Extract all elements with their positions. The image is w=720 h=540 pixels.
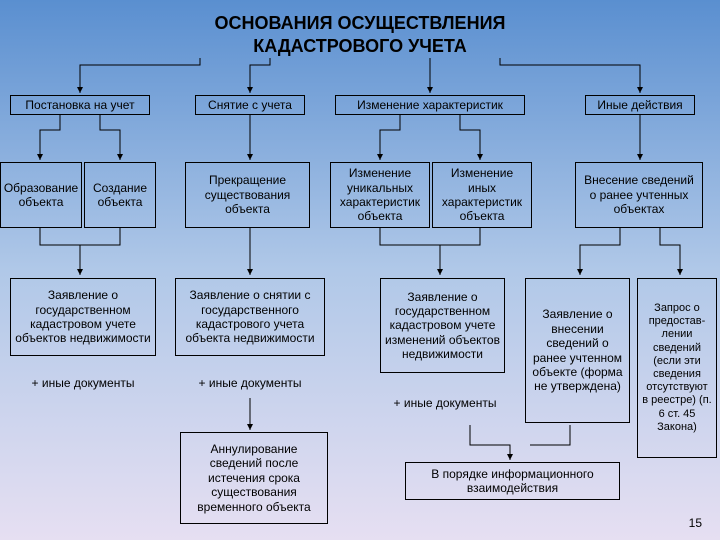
- connector-arrows: [0, 0, 720, 540]
- node-inye: Иные действия: [585, 95, 695, 115]
- node-vnesenie: Внесение сведений о ранее учтенных объек…: [575, 162, 703, 228]
- node-annulirovanie: Аннулирование сведений после истечения с…: [180, 432, 328, 524]
- node-sozdanie: Создание объекта: [84, 162, 156, 228]
- node-zayav-4: Заявление о внесении сведений о ранее уч…: [525, 278, 630, 423]
- text-inye-doc-1: + иные документы: [18, 376, 148, 390]
- node-izm-unik: Изменение уникальных характеристик объек…: [330, 162, 430, 228]
- node-postanovka: Постановка на учет: [10, 95, 150, 115]
- text-inye-doc-2: + иные документы: [185, 376, 315, 390]
- page-number: 15: [689, 516, 702, 530]
- node-izm-inyh: Изменение иных характеристик объекта: [432, 162, 532, 228]
- node-snyatie: Снятие с учета: [195, 95, 305, 115]
- node-zayav-2: Заявление о снятии с государственного ка…: [175, 278, 325, 356]
- text-inye-doc-3: + иные документы: [385, 396, 505, 410]
- node-izmenenie: Изменение характеристик: [335, 95, 525, 115]
- node-zapros: Запрос о предостав­лении сведений (если …: [637, 278, 717, 458]
- node-zayav-3: Заявление о государственном кадастровом …: [380, 278, 505, 373]
- title-line-2: КАДАСТРОВОГО УЧЕТА: [253, 36, 467, 56]
- node-obrazovanie: Образование объекта: [0, 162, 82, 228]
- title-line-1: ОСНОВАНИЯ ОСУЩЕСТВЛЕНИЯ: [215, 13, 506, 33]
- node-zayav-1: Заявление о государственном кадастровом …: [10, 278, 156, 356]
- diagram-title: ОСНОВАНИЯ ОСУЩЕСТВЛЕНИЯ КАДАСТРОВОГО УЧЕ…: [0, 0, 720, 57]
- diagram-root: ОСНОВАНИЯ ОСУЩЕСТВЛЕНИЯ КАДАСТРОВОГО УЧЕ…: [0, 0, 720, 540]
- node-v-poryadke: В порядке информационного взаимодействия: [405, 462, 620, 500]
- node-prekrashenie: Прекращение существования объекта: [185, 162, 310, 228]
